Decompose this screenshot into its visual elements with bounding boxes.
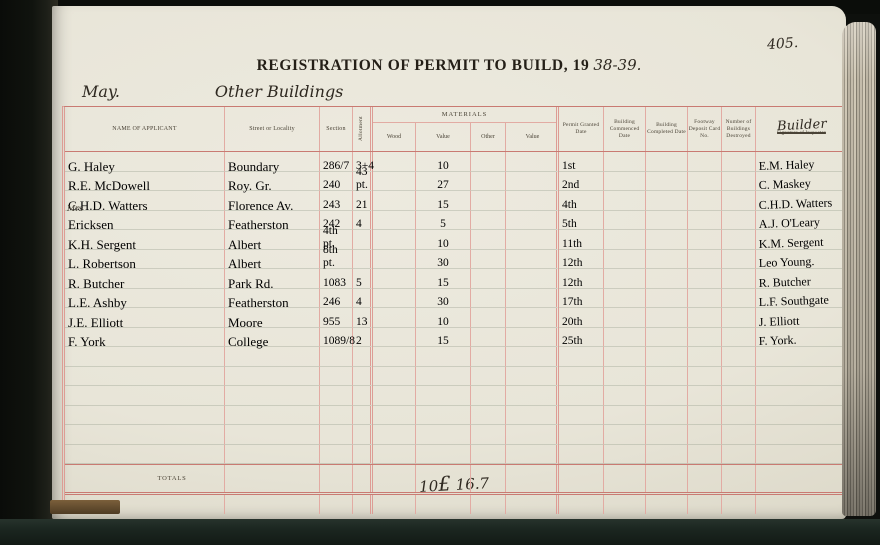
- col-group-materials: MATERIALS Wood Value Other Value: [373, 107, 559, 151]
- category-label: Other Buildings: [214, 82, 344, 101]
- book-spine: [0, 0, 58, 545]
- col-header-allotment: Allotment: [353, 107, 373, 151]
- col-header-completed: Building Completed Date: [646, 107, 688, 151]
- table-row: K.H. Sergent Albert 4th pt. 10 11th K.M.…: [65, 225, 847, 251]
- book-cover-bottom: [0, 519, 880, 545]
- table-row: C.H.D. Watters Florence Av. 243 21 15 4t…: [65, 191, 847, 212]
- table-row: [65, 405, 847, 425]
- table-row: [65, 425, 847, 445]
- permit-table: NAME OF APPLICANT Street or Locality Sec…: [62, 106, 848, 514]
- materials-group-title: MATERIALS: [373, 107, 556, 123]
- builder-handwritten-label: Builder: [776, 116, 827, 134]
- col-header-other: Other: [471, 123, 506, 151]
- ledger-page: 405. REGISTRATION OF PERMIT TO BUILD, 19…: [52, 6, 848, 519]
- table-row: G. Haley Boundary 286/7 3+4 10 1st E.M. …: [65, 152, 847, 173]
- month-label: May.: [82, 82, 120, 101]
- col-header-destroyed: Number of Buildings Destroyed: [722, 107, 756, 151]
- table-filler: [65, 347, 847, 464]
- title-year-handwritten: 38-39.: [593, 56, 642, 74]
- spine-edge-detail: [50, 500, 120, 514]
- col-header-street: Street or Locality: [225, 107, 320, 151]
- title-printed: REGISTRATION OF PERMIT TO BUILD, 19: [256, 57, 590, 74]
- table-row: J.E. Elliott Moore 955 13 10 20th J. Ell…: [65, 308, 847, 329]
- page-title: REGISTRATION OF PERMIT TO BUILD, 19 38-3…: [52, 56, 846, 75]
- stacked-page-edges: [842, 22, 876, 516]
- totals-label: TOTALS: [157, 475, 187, 482]
- col-header-builder: Builder Signature of Inspector: [756, 107, 847, 151]
- table-row: Mrs Ericksen Featherston 242 4 5 5th A.J.…: [65, 204, 847, 231]
- col-header-wood: Wood: [373, 123, 416, 151]
- table-row: [65, 386, 847, 406]
- col-header-value2: Value: [525, 134, 540, 140]
- subtitle: May. Other Buildings: [82, 82, 343, 101]
- table-row: R.E. McDowell Roy. Gr. 240 43 pt. 27 2nd…: [65, 166, 847, 192]
- col-header-value1: Value: [416, 123, 471, 151]
- col-header-commenced: Building Commenced Date: [604, 107, 646, 151]
- totals-row: TOTALS 10£ 16.7: [65, 464, 847, 496]
- table-row: F. York College 1089/8 2 15 25th F. York…: [65, 327, 847, 348]
- table-body: G. Haley Boundary 286/7 3+4 10 1st E.M. …: [65, 152, 847, 348]
- col-header-permit-date: Permit Granted Date: [559, 107, 604, 151]
- page-edges-shade: [842, 22, 876, 516]
- tail-row: [65, 495, 847, 514]
- col-header-footway: Footway Deposit Card No.: [688, 107, 722, 151]
- col-header-section: Section: [320, 107, 353, 151]
- table-row: R. Butcher Park Rd. 1083 5 15 12th R. Bu…: [65, 269, 847, 290]
- table-row: L. Robertson Albert 8th pt. 30 12th Leo …: [65, 244, 847, 270]
- table-row: [65, 347, 847, 367]
- page-number: 405.: [766, 34, 799, 54]
- col-header-name: NAME OF APPLICANT: [65, 107, 225, 151]
- table-row: L.E. Ashby Featherston 246 4 30 17th L.F…: [65, 288, 847, 309]
- table-header-row: NAME OF APPLICANT Street or Locality Sec…: [65, 107, 847, 152]
- table-row: [65, 366, 847, 386]
- table-row: [65, 444, 847, 464]
- inspector-struck-label: Signature of Inspector: [777, 130, 826, 136]
